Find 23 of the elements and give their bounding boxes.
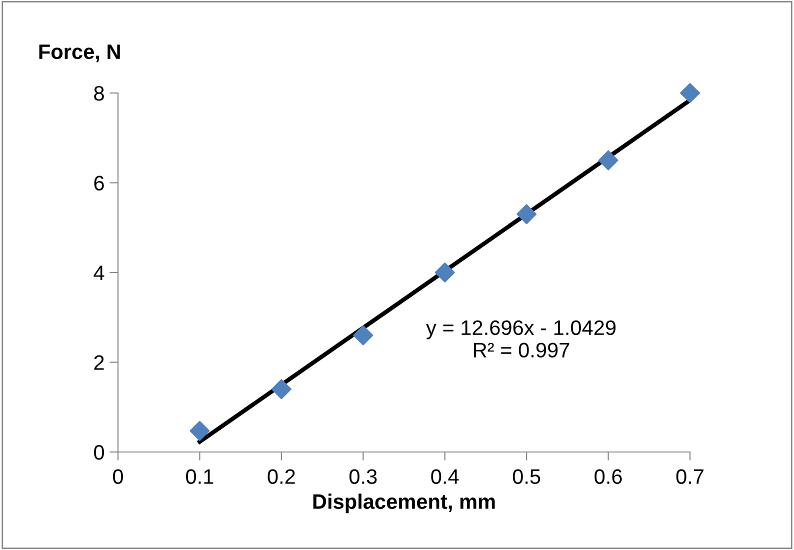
x-tick-label: 0.7 — [676, 469, 704, 484]
x-tick-label: 0.4 — [431, 469, 459, 484]
y-tick-label: 6 — [94, 176, 104, 191]
point — [353, 325, 374, 346]
y-tick-label: 2 — [94, 355, 104, 370]
point — [434, 262, 455, 283]
y-tick-label: 0 — [94, 445, 104, 460]
y-axis-title: Force, N — [39, 44, 120, 62]
point — [271, 379, 292, 400]
point — [516, 204, 537, 224]
x-tick-label: 0.3 — [349, 469, 377, 484]
x-tick-label: 0 — [113, 469, 123, 484]
annotation: y = 12.696x - 1.0429 R² = 0.997 — [426, 320, 616, 358]
x-axis-title: Displacement, mm — [313, 494, 495, 514]
x-tick-label: 0.5 — [512, 469, 540, 484]
x-tick-label: 0.1 — [186, 469, 214, 484]
x-tick-label: 0.6 — [594, 469, 622, 484]
y-tick-label: 4 — [94, 266, 104, 280]
point — [190, 420, 210, 441]
y-tick-label: 8 — [94, 86, 104, 101]
x-tick-label: 0.2 — [268, 469, 295, 484]
point — [680, 82, 700, 104]
point — [598, 150, 618, 170]
